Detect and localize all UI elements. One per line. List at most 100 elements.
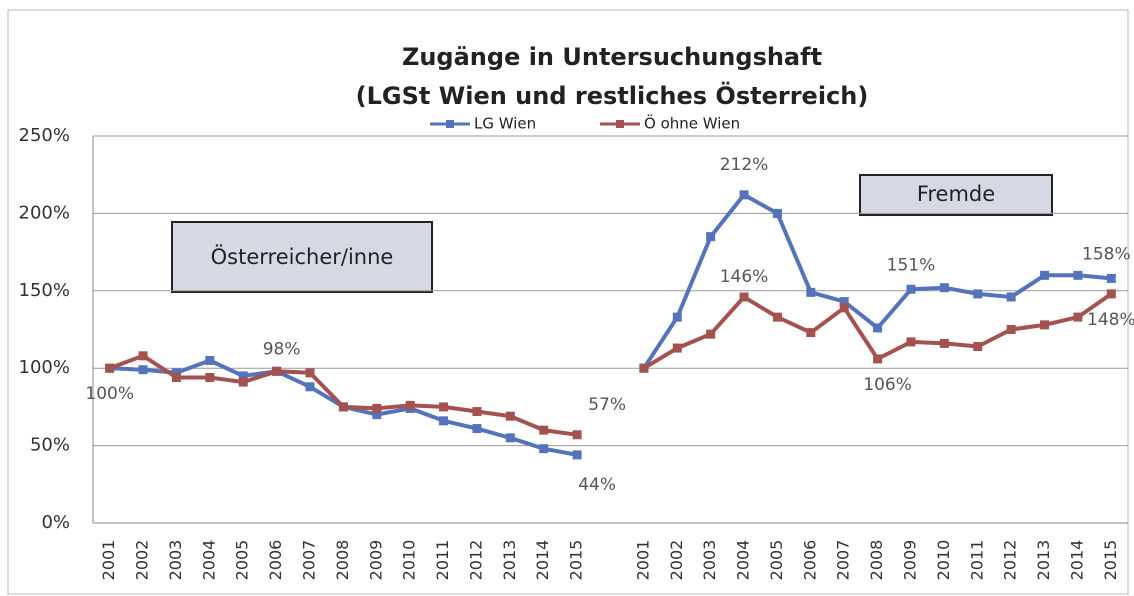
point bbox=[806, 287, 816, 297]
point bbox=[405, 400, 415, 410]
point bbox=[739, 190, 749, 200]
chart-title: Zugänge in Untersuchungshaft bbox=[402, 43, 822, 71]
frame bbox=[7, 9, 1129, 595]
x-tick-label: 2006 bbox=[266, 540, 285, 581]
chart-subtitle: (LGSt Wien und restliches Österreich) bbox=[356, 80, 869, 110]
data-label: 98% bbox=[263, 339, 301, 359]
point bbox=[1040, 270, 1050, 280]
point bbox=[706, 329, 716, 339]
point bbox=[372, 403, 382, 413]
legend-marker bbox=[446, 120, 454, 128]
point bbox=[238, 371, 248, 381]
point bbox=[338, 402, 348, 412]
point bbox=[572, 430, 582, 440]
point bbox=[472, 407, 482, 417]
point bbox=[639, 363, 649, 373]
data-label: 148% bbox=[1087, 310, 1134, 330]
point bbox=[1006, 292, 1016, 302]
point bbox=[1073, 312, 1083, 322]
y-tick-label: 100% bbox=[19, 357, 70, 378]
annotation-box bbox=[859, 174, 1053, 216]
y-tick-label: 150% bbox=[19, 280, 70, 301]
data-label: 106% bbox=[863, 375, 912, 395]
x-tick-label: 2008 bbox=[333, 540, 352, 581]
x-tick-label: 2014 bbox=[1067, 540, 1086, 581]
x-tick-label: 2005 bbox=[767, 540, 786, 581]
point bbox=[806, 328, 816, 338]
point bbox=[839, 297, 849, 307]
x-tick-label: 2015 bbox=[1101, 540, 1120, 581]
y-tick-label: 50% bbox=[30, 435, 70, 456]
legend-label: Ö ohne Wien bbox=[644, 114, 740, 133]
point bbox=[171, 372, 181, 382]
point bbox=[706, 232, 716, 242]
point bbox=[372, 410, 382, 420]
x-tick-label: 2004 bbox=[734, 540, 753, 581]
point bbox=[739, 292, 749, 302]
x-tick-label: 2010 bbox=[934, 540, 953, 581]
point bbox=[906, 337, 916, 347]
point bbox=[505, 433, 515, 443]
point bbox=[272, 366, 282, 376]
point bbox=[873, 323, 883, 333]
point bbox=[1106, 289, 1116, 299]
legend-label: LG Wien bbox=[474, 115, 536, 133]
data-label: 57% bbox=[588, 395, 626, 415]
point bbox=[973, 342, 983, 352]
data-label: 44% bbox=[578, 475, 616, 495]
annotation: Fremde bbox=[917, 182, 995, 206]
x-tick-label: 2003 bbox=[700, 540, 719, 581]
x-tick-label: 2011 bbox=[433, 540, 452, 581]
x-tick-label: 2012 bbox=[1001, 540, 1020, 581]
x-tick-label: 2007 bbox=[300, 540, 319, 581]
point bbox=[873, 354, 883, 364]
x-tick-label: 2002 bbox=[133, 540, 152, 581]
point bbox=[539, 425, 549, 435]
x-tick-label: 2009 bbox=[900, 540, 919, 581]
data-label: 158% bbox=[1082, 244, 1131, 264]
point bbox=[138, 365, 148, 375]
x-tick-label: 2001 bbox=[633, 540, 652, 581]
x-tick-label: 2005 bbox=[233, 540, 252, 581]
y-tick-label: 0% bbox=[41, 512, 70, 533]
x-tick-label: 2010 bbox=[400, 540, 419, 581]
x-tick-label: 2004 bbox=[199, 540, 218, 581]
y-tick-label: 250% bbox=[19, 125, 70, 146]
point bbox=[138, 351, 148, 361]
point bbox=[238, 377, 248, 387]
x-tick-label: 2008 bbox=[867, 540, 886, 581]
point bbox=[672, 312, 682, 322]
point bbox=[906, 284, 916, 294]
point bbox=[439, 402, 449, 412]
point bbox=[939, 338, 949, 348]
point bbox=[205, 355, 215, 365]
x-tick-label: 2013 bbox=[500, 540, 519, 581]
x-tick-label: 2001 bbox=[99, 540, 118, 581]
data-label: 146% bbox=[720, 267, 769, 287]
point bbox=[672, 343, 682, 353]
x-tick-label: 2002 bbox=[667, 540, 686, 581]
point bbox=[1106, 273, 1116, 283]
point bbox=[572, 450, 582, 460]
point bbox=[439, 416, 449, 426]
point bbox=[772, 208, 782, 218]
point bbox=[171, 368, 181, 378]
data-label: 100% bbox=[85, 384, 134, 404]
point bbox=[1073, 270, 1083, 280]
point bbox=[973, 289, 983, 299]
x-tick-label: 2011 bbox=[967, 540, 986, 581]
point bbox=[105, 363, 115, 373]
data-label: 212% bbox=[720, 155, 769, 175]
point bbox=[539, 444, 549, 454]
point bbox=[772, 312, 782, 322]
point bbox=[939, 283, 949, 293]
annotation-box bbox=[171, 221, 433, 293]
point bbox=[205, 372, 215, 382]
x-tick-label: 2014 bbox=[533, 540, 552, 581]
x-tick-label: 2007 bbox=[834, 540, 853, 581]
point bbox=[839, 303, 849, 313]
point bbox=[472, 424, 482, 434]
x-tick-label: 2015 bbox=[567, 540, 586, 581]
data-label: 151% bbox=[887, 255, 936, 275]
